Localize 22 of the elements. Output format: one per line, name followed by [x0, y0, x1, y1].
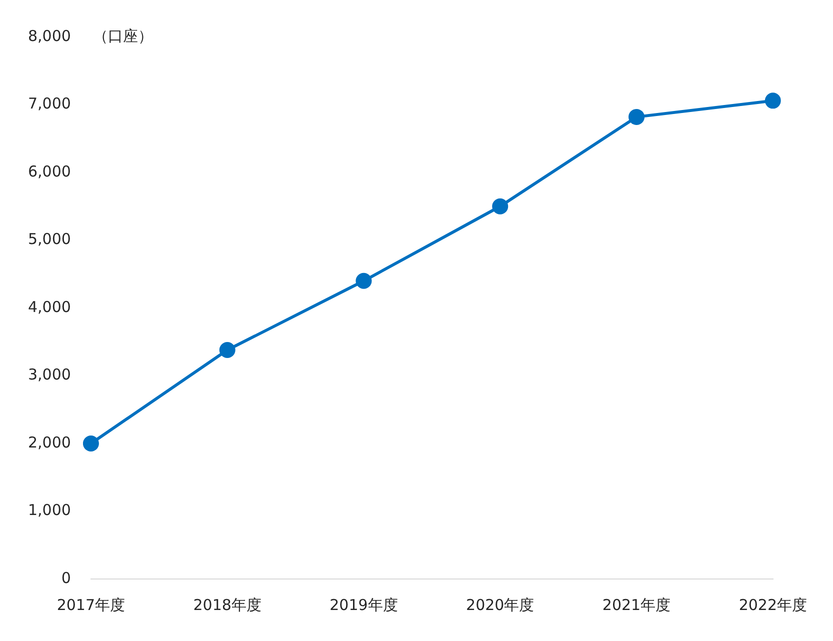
point — [628, 108, 645, 125]
y-tick-label: 5,000 — [28, 230, 71, 248]
point — [356, 272, 372, 289]
y-tick-label: 2,000 — [28, 433, 71, 452]
point — [82, 436, 99, 452]
point — [764, 92, 781, 109]
y-axis-title: （口座） — [92, 26, 153, 45]
point — [492, 198, 508, 214]
y-tick-label: 8,000 — [28, 26, 71, 45]
y-tick-label: 1,000 — [28, 501, 71, 520]
x-tick-label: 2021年度 — [602, 596, 671, 614]
x-tick-label: 2019年度 — [330, 596, 398, 614]
x-tick-label: 2017年度 — [56, 596, 126, 614]
x-tick-label: 2018年度 — [193, 596, 262, 614]
y-tick-label: 7,000 — [28, 94, 71, 113]
y-tick-label: 3,000 — [28, 366, 71, 384]
x-tick-label: 2022年度 — [738, 596, 808, 614]
y-tick-label: 0 — [61, 568, 71, 587]
point — [219, 342, 236, 358]
y-tick-label: 6,000 — [28, 162, 71, 180]
x-tick-label: 2020年度 — [466, 596, 534, 614]
y-tick-label: 4,000 — [28, 298, 71, 316]
